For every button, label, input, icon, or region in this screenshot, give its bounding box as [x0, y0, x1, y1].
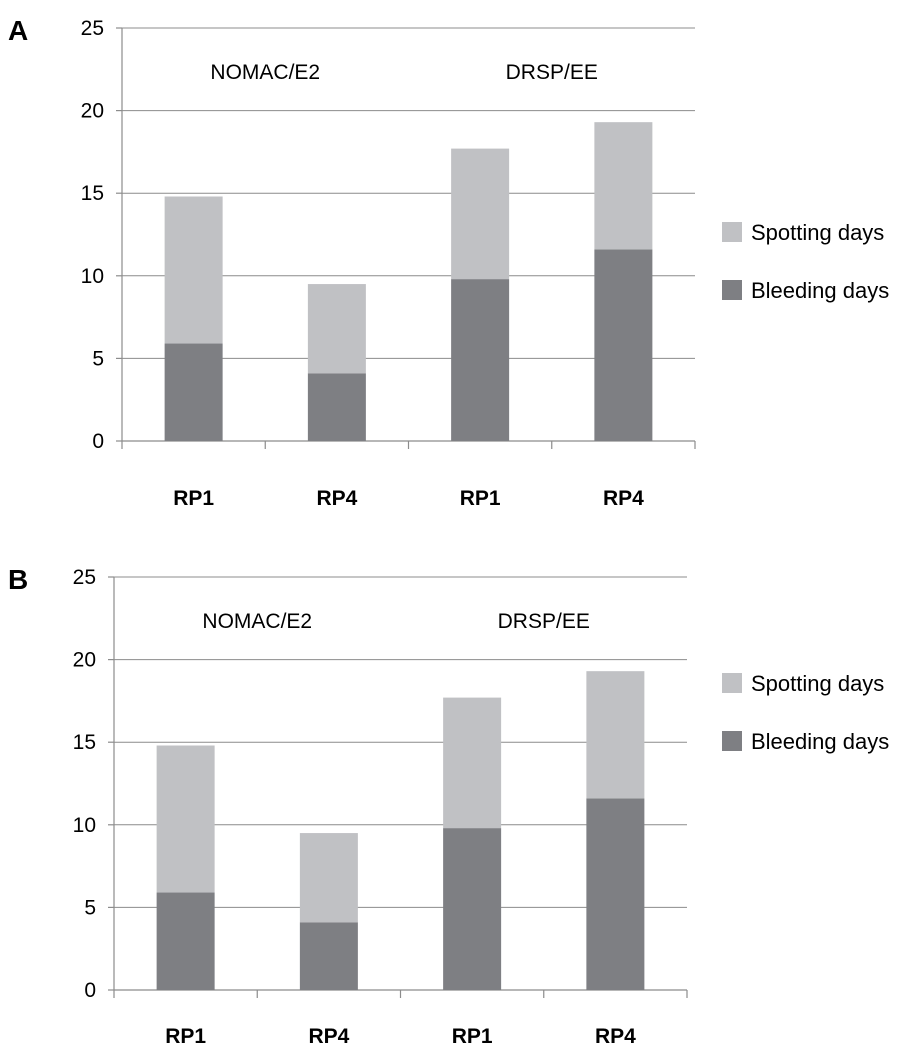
legend-swatch — [722, 673, 742, 693]
group-label: DRSP/EE — [506, 61, 598, 84]
bar-bleeding-1 — [156, 892, 215, 990]
legend-label: Bleeding days — [751, 729, 889, 754]
legend-label: Spotting days — [751, 671, 884, 696]
bar-spotting-4 — [586, 671, 645, 799]
chart-panel-a: A 0 5 10 15 20 25 RP1 RP4 RP1 RP4 NOMAC/E2 DRSP/EE Sp… — [8, 15, 889, 510]
y-tick-label: 0 — [92, 430, 104, 453]
y-tick-label: 25 — [73, 566, 96, 589]
group-label: NOMAC/E2 — [210, 61, 320, 84]
x-category-label: RP1 — [452, 1025, 493, 1048]
x-category-label: RP4 — [308, 1025, 349, 1048]
y-tick-label: 25 — [81, 17, 104, 40]
panel-letter: A — [8, 15, 28, 46]
y-tick-label: 10 — [81, 265, 104, 288]
bar-bleeding-4 — [586, 798, 645, 990]
y-tick-label: 15 — [73, 731, 96, 754]
y-tick-label: 5 — [84, 896, 96, 919]
bar-spotting-2 — [307, 284, 366, 374]
legend-swatch — [722, 222, 742, 242]
bar-bleeding-2 — [307, 373, 366, 441]
x-category-label: RP1 — [165, 1025, 206, 1048]
bar-spotting-2 — [299, 833, 358, 923]
x-category-label: RP1 — [460, 487, 501, 510]
bar-bleeding-3 — [443, 828, 502, 990]
y-tick-label: 5 — [92, 347, 104, 370]
group-label: DRSP/EE — [498, 610, 590, 633]
legend-swatch — [722, 280, 742, 300]
x-category-label: RP1 — [173, 487, 214, 510]
bar-spotting-1 — [156, 745, 215, 893]
x-category-label: RP4 — [595, 1025, 636, 1048]
bar-spotting-3 — [451, 148, 510, 280]
y-tick-label: 15 — [81, 182, 104, 205]
group-label: NOMAC/E2 — [202, 610, 312, 633]
bar-spotting-4 — [594, 122, 653, 250]
panel-letter: B — [8, 564, 28, 595]
y-tick-label: 20 — [81, 100, 104, 123]
bar-bleeding-3 — [451, 279, 510, 441]
bar-spotting-3 — [443, 697, 502, 829]
y-tick-label: 0 — [84, 979, 96, 1002]
legend-label: Bleeding days — [751, 278, 889, 303]
y-tick-label: 20 — [73, 649, 96, 672]
y-tick-label: 10 — [73, 814, 96, 837]
bar-bleeding-1 — [164, 343, 223, 441]
chart-panel-b: B 0 5 10 15 20 25 RP1 RP4 RP1 RP4 NOMAC/E2 DRSP/EE Sp… — [8, 564, 889, 1048]
bar-spotting-1 — [164, 196, 223, 344]
bar-bleeding-4 — [594, 249, 653, 441]
legend-swatch — [722, 731, 742, 751]
bar-bleeding-2 — [299, 922, 358, 990]
x-category-label: RP4 — [603, 487, 644, 510]
x-category-label: RP4 — [316, 487, 357, 510]
legend-label: Spotting days — [751, 220, 884, 245]
